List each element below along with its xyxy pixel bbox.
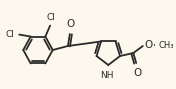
- Text: O: O: [133, 68, 141, 78]
- Text: NH: NH: [101, 71, 114, 80]
- Text: O: O: [145, 40, 153, 50]
- Text: CH₃: CH₃: [159, 40, 174, 49]
- Text: Cl: Cl: [6, 30, 14, 39]
- Text: O: O: [67, 19, 75, 29]
- Text: Cl: Cl: [47, 13, 55, 22]
